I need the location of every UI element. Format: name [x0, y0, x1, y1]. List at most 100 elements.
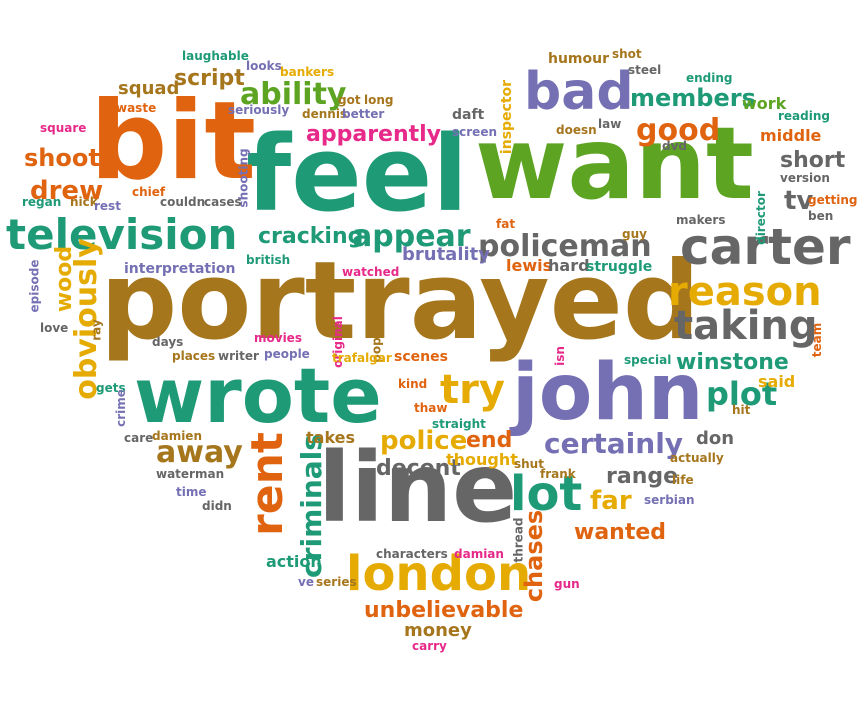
word: got	[338, 93, 361, 107]
word: life	[672, 473, 694, 487]
word: gets	[96, 381, 126, 395]
word: thought	[446, 450, 518, 469]
word: plot	[706, 375, 778, 413]
word: gun	[554, 577, 580, 591]
word: time	[176, 485, 207, 499]
word: damien	[152, 429, 202, 443]
word: frank	[540, 467, 576, 481]
word: waste	[116, 101, 157, 115]
word: far	[590, 486, 632, 516]
word: appear	[352, 219, 471, 254]
word: makers	[676, 213, 726, 227]
word: daft	[452, 107, 485, 123]
word: thaw	[414, 401, 448, 415]
word: writer	[218, 349, 259, 363]
word: people	[264, 347, 310, 361]
word: director	[753, 191, 768, 245]
word: takes	[306, 428, 356, 447]
word: hit	[732, 403, 751, 417]
word: better	[342, 107, 385, 121]
word: didn	[202, 499, 232, 513]
word: straight	[432, 417, 486, 431]
word: dennis	[302, 107, 348, 121]
word: ben	[808, 209, 834, 223]
word: carry	[412, 639, 447, 653]
word: british	[246, 253, 291, 267]
word: trafalgar	[332, 351, 392, 365]
word: taking	[674, 303, 818, 349]
word: doesn	[556, 123, 597, 137]
word: reading	[778, 109, 830, 123]
word: bit	[90, 79, 256, 204]
word: brutality	[402, 244, 491, 265]
word: line	[318, 432, 518, 544]
word: middle	[760, 126, 822, 145]
word: isn	[552, 346, 567, 366]
word: couldn	[160, 195, 206, 209]
word: chases	[520, 509, 549, 603]
word: fat	[496, 217, 516, 231]
word: work	[742, 94, 787, 113]
word: chief	[132, 185, 166, 199]
word: episode	[27, 259, 42, 313]
word: dvd	[662, 139, 688, 153]
word: watched	[342, 265, 400, 279]
word: apparently	[306, 122, 442, 147]
word: drew	[30, 176, 104, 206]
word: television	[6, 210, 238, 259]
word: rest	[94, 199, 121, 213]
word: guy	[622, 227, 647, 241]
word: certainly	[544, 427, 684, 460]
word: screen	[452, 125, 497, 139]
word: characters	[376, 547, 448, 561]
word: movies	[254, 331, 302, 345]
word: nick	[70, 195, 98, 209]
word: thread	[511, 517, 526, 563]
word: portrayed	[100, 239, 701, 364]
word: ray	[89, 319, 104, 341]
word: damian	[454, 547, 504, 561]
word: long	[364, 93, 394, 107]
word: special	[624, 353, 672, 367]
word: shoot	[24, 144, 100, 172]
word: places	[172, 349, 216, 363]
word: rent	[241, 432, 293, 536]
word: lot	[510, 466, 583, 522]
word: love	[40, 321, 69, 335]
word: john	[512, 348, 704, 438]
word: reason	[668, 269, 822, 315]
word: bad	[524, 62, 634, 122]
word: wrote	[134, 351, 382, 440]
word: actually	[670, 451, 724, 465]
word: policeman	[478, 229, 652, 264]
word: good	[636, 113, 721, 148]
word: series	[316, 575, 357, 589]
word: unbelievable	[364, 598, 524, 623]
word: cracking	[258, 224, 364, 249]
word: team	[810, 322, 825, 358]
word: feel	[246, 113, 468, 235]
word: humour	[548, 51, 610, 67]
word: inspector	[499, 79, 516, 155]
word: struggle	[586, 259, 653, 275]
word: tv	[784, 186, 814, 216]
word: hard	[548, 256, 590, 275]
word: square	[40, 121, 87, 135]
word: scenes	[394, 349, 448, 365]
word: serbian	[644, 493, 695, 507]
word: steel	[628, 63, 662, 77]
word: try	[440, 367, 505, 413]
word: waterman	[156, 467, 225, 481]
word: shot	[612, 47, 642, 61]
word: crime	[113, 389, 128, 427]
word: action	[266, 552, 322, 571]
word: wood	[52, 245, 78, 313]
word: don	[696, 428, 735, 449]
word: money	[404, 620, 472, 641]
word: seriously	[228, 103, 290, 117]
word: cases	[204, 195, 242, 209]
word: range	[606, 464, 679, 489]
word: shut	[514, 457, 544, 471]
word: law	[598, 117, 622, 131]
word: ending	[686, 71, 733, 85]
